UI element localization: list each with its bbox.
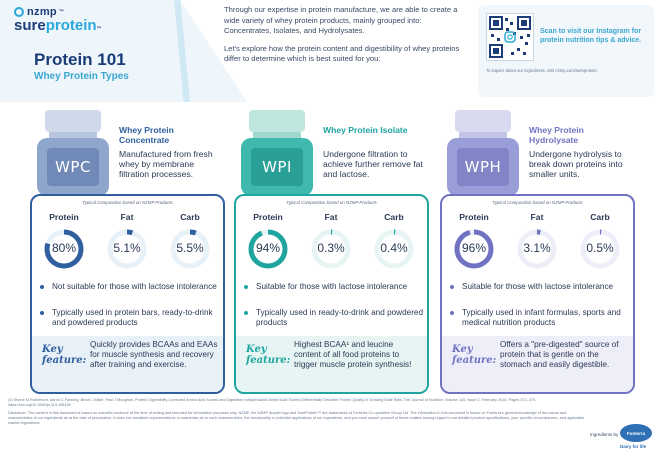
wph-key-feature-text: Offers a "pre-digested" source of protei… xyxy=(500,340,619,370)
fat-heading: Fat xyxy=(324,212,338,222)
wpi-card: Typical Composition based on NZMP Produc… xyxy=(234,194,429,394)
wpc-bullet-2: Typically used in protein bars, ready-to… xyxy=(40,308,220,328)
wpi-carb-value: 0.4% xyxy=(380,241,408,255)
wpi-bullet-1: Suitable for those with lactose intolera… xyxy=(244,282,424,292)
key-feature-label: Key feature: xyxy=(452,344,497,366)
wpc-card: Typical Composition based on NZMP Produc… xyxy=(30,194,225,394)
carb-heading: Carb xyxy=(180,212,200,222)
composition-caption: Typical Composition based on NZMP Produc… xyxy=(286,200,377,205)
wpc-fat-donut xyxy=(107,229,147,269)
wph-fat-value: 3.1% xyxy=(523,241,551,255)
composition-caption: Typical Composition based on NZMP Produc… xyxy=(492,200,583,205)
bullet-dot xyxy=(40,311,44,315)
dairy-for-life-tagline: Dairy for life xyxy=(620,444,647,449)
column-wpi: WPI Whey Protein Isolate Undergone filtr… xyxy=(234,110,429,394)
wpc-title: Whey Protein Concentrate xyxy=(119,125,174,145)
wpc-carb-donut xyxy=(170,229,210,269)
wph-carb-value: 0.5% xyxy=(586,241,614,255)
wph-title: Whey Protein Hydrolysate xyxy=(529,125,584,145)
bullet-dot xyxy=(244,285,248,289)
wpi-bullet-2: Typically used in ready-to-drink and pow… xyxy=(244,308,424,328)
key-feature-label: Key feature: xyxy=(246,344,291,366)
wpc-protein-value: 80% xyxy=(51,241,77,255)
protein-heading: Protein xyxy=(253,212,283,222)
bullet-dot xyxy=(450,311,454,315)
page-subtitle: Whey Protein Types xyxy=(34,71,129,82)
wpi-fat-donut xyxy=(311,229,351,269)
wpi-description: Undergone filtration to achieve further … xyxy=(323,149,423,180)
protein-heading: Protein xyxy=(459,212,489,222)
fat-heading: Fat xyxy=(120,212,134,222)
wph-protein-value: 96% xyxy=(461,241,487,255)
wpi-carb-donut xyxy=(374,229,414,269)
wpc-description: Manufactured from fresh whey by membrane… xyxy=(119,149,213,180)
jar-wpi-icon: WPI xyxy=(241,110,313,198)
wpc-protein-donut xyxy=(44,229,84,269)
fat-heading: Fat xyxy=(530,212,544,222)
column-wpc: WPC Whey Protein Concentrate Manufacture… xyxy=(30,110,225,394)
qr-caption: Scan to visit our Instagram for protein … xyxy=(540,28,642,44)
footer-disclaimer: Disclaimer: The content in this document… xyxy=(8,411,585,425)
wpc-key-feature: Key feature: Quickly provides BCAAs and … xyxy=(32,336,223,392)
wph-bullet-2: Typically used in infant formulas, sport… xyxy=(450,308,630,328)
wpi-key-feature: Key feature: Highest BCAA¹ and leucine c… xyxy=(236,336,427,392)
jar-wpc-icon: WPC xyxy=(37,110,109,198)
wph-bullet-1: Suitable for those with lactose intolera… xyxy=(450,282,630,292)
wpc-carb-value: 5.5% xyxy=(176,241,204,255)
globe-icon xyxy=(14,7,24,17)
wpi-title: Whey Protein Isolate xyxy=(323,125,408,135)
intro-paragraph-2: Let's explore how the protein content an… xyxy=(224,43,460,64)
wpc-key-feature-text: Quickly provides BCAAs and EAAs for musc… xyxy=(90,340,218,370)
wpi-fat-value: 0.3% xyxy=(317,241,345,255)
wph-description: Undergone hydrolysis to break down prote… xyxy=(529,149,623,180)
wph-protein-donut xyxy=(454,229,494,269)
wph-key-feature: Key feature: Offers a "pre-digested" sou… xyxy=(442,336,633,392)
wph-carb-donut xyxy=(580,229,620,269)
page-title: Protein 101 xyxy=(34,50,126,69)
footer-notes: (1) Shane M Rutherfurd, Aaron C Fanning,… xyxy=(8,398,586,429)
footnote-reference: (1) Shane M Rutherfurd, Aaron C Fanning,… xyxy=(8,398,537,407)
wpc-fat-value: 5.1% xyxy=(113,241,141,255)
key-feature-label: Key feature: xyxy=(42,344,87,366)
wph-card: Typical Composition based on NZMP Produc… xyxy=(440,194,635,394)
column-wph: WPH Whey Protein Hydrolysate Undergone h… xyxy=(440,110,635,394)
nzmp-sureprotein-logo: nzmp ™ sureprotein™ xyxy=(14,6,102,34)
wph-fat-donut xyxy=(517,229,557,269)
wpc-bullet-1: Not suitable for those with lactose into… xyxy=(40,282,220,292)
jar-wph-icon: WPH xyxy=(447,110,519,198)
bullet-dot xyxy=(40,285,44,289)
brand-nzmp: nzmp xyxy=(27,6,57,18)
protein-heading: Protein xyxy=(49,212,79,222)
qr-code-pattern xyxy=(489,16,531,58)
qr-code[interactable] xyxy=(486,13,534,61)
qr-inquiry-text: To inquire about our ingredients, visit … xyxy=(486,68,597,73)
ingredients-by-label: Ingredients by xyxy=(590,432,619,437)
wpi-key-feature-text: Highest BCAA¹ and leucine content of all… xyxy=(294,340,412,370)
bullet-dot xyxy=(244,311,248,315)
fonterra-logo: Fonterra xyxy=(620,424,652,442)
composition-caption: Typical Composition based on NZMP Produc… xyxy=(82,200,173,205)
carb-heading: Carb xyxy=(590,212,610,222)
wpi-protein-value: 94% xyxy=(255,241,281,255)
carb-heading: Carb xyxy=(384,212,404,222)
intro-text: Through our expertise in protein manufac… xyxy=(224,5,469,72)
bullet-dot xyxy=(450,285,454,289)
intro-paragraph-1: Through our expertise in protein manufac… xyxy=(224,5,458,35)
wpi-protein-donut xyxy=(248,229,288,269)
